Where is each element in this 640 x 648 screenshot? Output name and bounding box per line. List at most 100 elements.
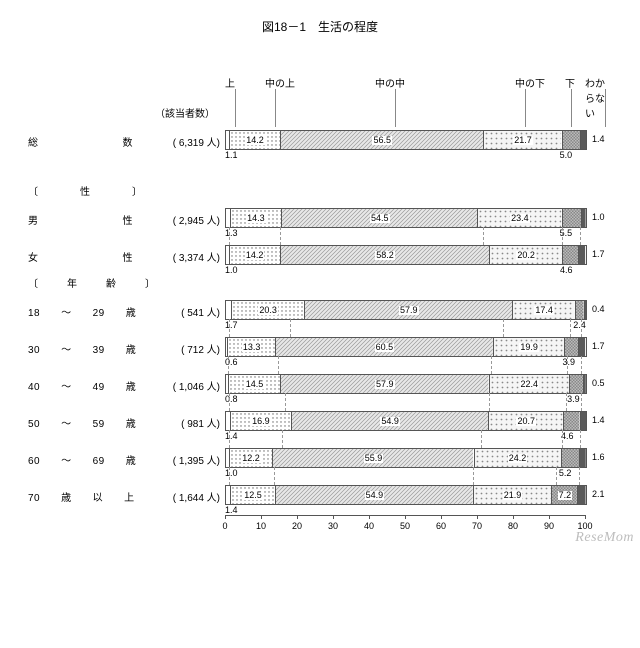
stacked-bar: 20.357.917.4 — [225, 300, 587, 320]
bar-segment — [584, 375, 586, 393]
segment-value: 20.7 — [516, 417, 536, 426]
axis-tick — [405, 515, 406, 519]
bar-segment: 12.2 — [230, 449, 274, 467]
connector-line — [229, 467, 231, 485]
header-leader — [275, 89, 277, 127]
below-right-value: 4.6 — [560, 265, 573, 275]
connector-line — [566, 393, 568, 411]
below-left-value: 0.8 — [225, 394, 238, 404]
segment-value: 24.2 — [508, 454, 528, 463]
right-value: 0.4 — [592, 304, 605, 314]
connector-line — [282, 430, 284, 448]
axis-tick — [261, 515, 262, 519]
bar-segment: 55.9 — [273, 449, 474, 467]
below-left-value: 1.0 — [225, 265, 238, 275]
connector-line — [229, 227, 231, 245]
connector-line — [562, 430, 564, 448]
bar-segment: 58.2 — [281, 246, 491, 264]
bar-segment — [564, 412, 581, 430]
segment-value: 58.2 — [375, 251, 395, 260]
axis-tick — [477, 515, 478, 519]
axis-tick-label: 80 — [508, 521, 518, 531]
category-label: わからない — [585, 75, 605, 120]
section-header: 〔 性 〕 — [28, 183, 145, 198]
bar-segment — [578, 486, 586, 504]
segment-value: 54.9 — [380, 417, 400, 426]
axis-tick-label: 40 — [364, 521, 374, 531]
connector-line — [285, 393, 287, 411]
header-leader — [235, 89, 237, 127]
stacked-bar: 14.2 58.2 20.2 — [225, 245, 587, 265]
axis-tick — [513, 515, 514, 519]
connector-line — [473, 467, 475, 485]
header-leader — [395, 89, 397, 127]
axis-tick-label: 50 — [400, 521, 410, 531]
bar-segment: 60.5 — [276, 338, 494, 356]
bar-segment: 17.4 — [513, 301, 576, 319]
bar-segment: 14.3 — [231, 209, 282, 227]
bar-segment: 19.9 — [494, 338, 566, 356]
axis-tick-label: 70 — [472, 521, 482, 531]
connector-line — [570, 319, 572, 337]
watermark: ReseMom — [575, 530, 634, 546]
segment-value: 54.9 — [365, 491, 385, 500]
bar-segment: 56.5 — [281, 131, 484, 149]
category-label: 下 — [565, 75, 575, 90]
bar-segment — [576, 301, 585, 319]
bar-segment: 14.2 — [230, 246, 281, 264]
segment-value: 23.4 — [510, 214, 530, 223]
segment-value: 7.2 — [558, 491, 573, 500]
axis-tick — [441, 515, 442, 519]
connector-line — [280, 227, 282, 245]
segment-value: 20.3 — [258, 306, 278, 315]
connector-line — [481, 430, 483, 448]
stacked-bar: 14.557.922.4 — [225, 374, 587, 394]
connector-line — [491, 356, 493, 374]
bar-segment: 54.5 — [282, 209, 478, 227]
below-left-value: 1.7 — [225, 320, 238, 330]
bar-segment: 14.2 — [230, 131, 281, 149]
row-count: ( 541 人) — [181, 304, 220, 319]
segment-value: 12.5 — [243, 491, 263, 500]
segment-value: 13.3 — [242, 343, 262, 352]
section-header: 〔 年 齢 〕 — [28, 275, 158, 290]
bar-segment — [579, 338, 585, 356]
segment-value: 14.2 — [245, 251, 265, 260]
connector-line — [567, 356, 569, 374]
right-value: 1.7 — [592, 341, 605, 351]
axis-tick — [585, 515, 586, 519]
row-count: ( 3,374 人) — [173, 249, 220, 264]
stacked-bar: 13.3 60.519.9 — [225, 337, 587, 357]
connector-line — [228, 356, 230, 374]
connector-line — [579, 467, 581, 485]
bar-segment — [582, 209, 586, 227]
connector-line — [580, 430, 582, 448]
right-value: 1.0 — [592, 212, 605, 222]
segment-value: 17.4 — [534, 306, 554, 315]
row-count: ( 6,319 人) — [173, 134, 220, 149]
segment-value: 22.4 — [520, 380, 540, 389]
bar-segment: 21.9 — [474, 486, 553, 504]
header-leader — [571, 89, 573, 127]
category-label: 中の下 — [515, 75, 545, 90]
segment-value: 54.5 — [370, 214, 390, 223]
connector-line — [556, 467, 558, 485]
x-axis: 0102030405060708090100 — [225, 515, 585, 535]
bar-segment: 23.4 — [478, 209, 562, 227]
axis-tick — [333, 515, 334, 519]
bar-segment — [581, 412, 586, 430]
stacked-bar: 14.256.521.7 — [225, 130, 587, 150]
segment-value: 55.9 — [364, 454, 384, 463]
connector-line — [274, 467, 276, 485]
bar-segment: 20.2 — [490, 246, 563, 264]
category-label: 中の上 — [265, 75, 295, 90]
axis-tick-label: 0 — [222, 521, 227, 531]
bar-segment: 24.2 — [475, 449, 562, 467]
connector-line — [278, 356, 280, 374]
axis-tick-label: 60 — [436, 521, 446, 531]
bar-segment: 22.4 — [490, 375, 571, 393]
bar-segment — [563, 246, 580, 264]
below-right-value: 5.0 — [560, 150, 573, 160]
bar-segment: 13.3 — [228, 338, 276, 356]
connector-line — [483, 227, 485, 245]
